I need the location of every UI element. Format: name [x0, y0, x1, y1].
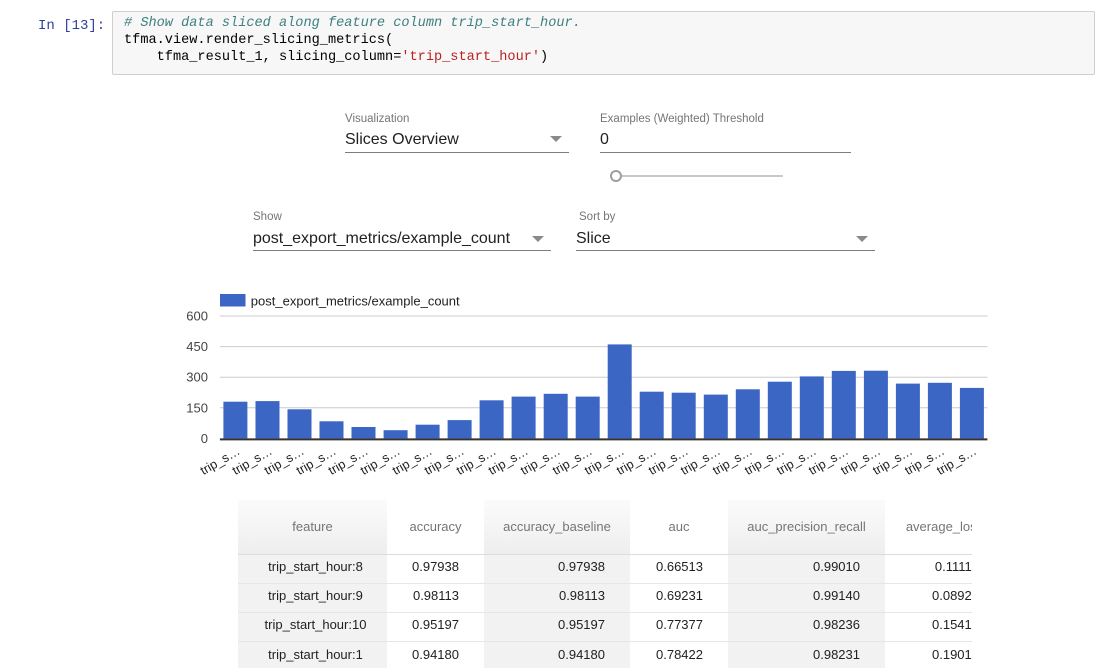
svg-text:post_export_metrics/example_co: post_export_metrics/example_count: [251, 294, 460, 309]
svg-text:600: 600: [186, 309, 208, 324]
svg-text:0: 0: [201, 431, 208, 446]
svg-text:150: 150: [186, 400, 208, 415]
svg-text:450: 450: [186, 339, 208, 354]
svg-text:300: 300: [186, 370, 208, 385]
